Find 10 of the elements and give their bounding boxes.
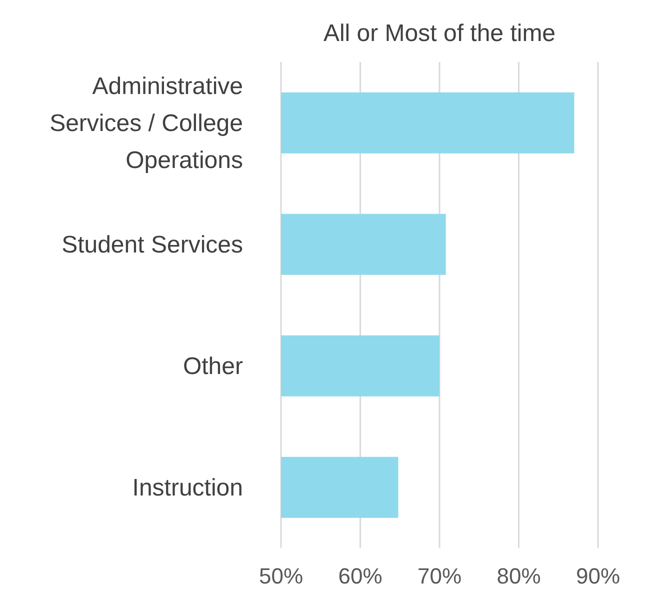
x-tick-label: 50% — [258, 564, 304, 589]
x-tick-label: 60% — [338, 564, 382, 589]
chart-title: All or Most of the time — [322, 20, 557, 48]
y-tick-label: Instruction — [132, 474, 243, 501]
x-tick-label: 80% — [496, 564, 541, 589]
y-tick-label: Student Services — [62, 230, 243, 258]
y-tick-label: Administrative Services / College Operations — [50, 72, 243, 174]
y-tick-label: Other — [182, 352, 243, 380]
x-tick-label: 70% — [417, 564, 462, 589]
x-tick-label: 90% — [576, 564, 620, 589]
